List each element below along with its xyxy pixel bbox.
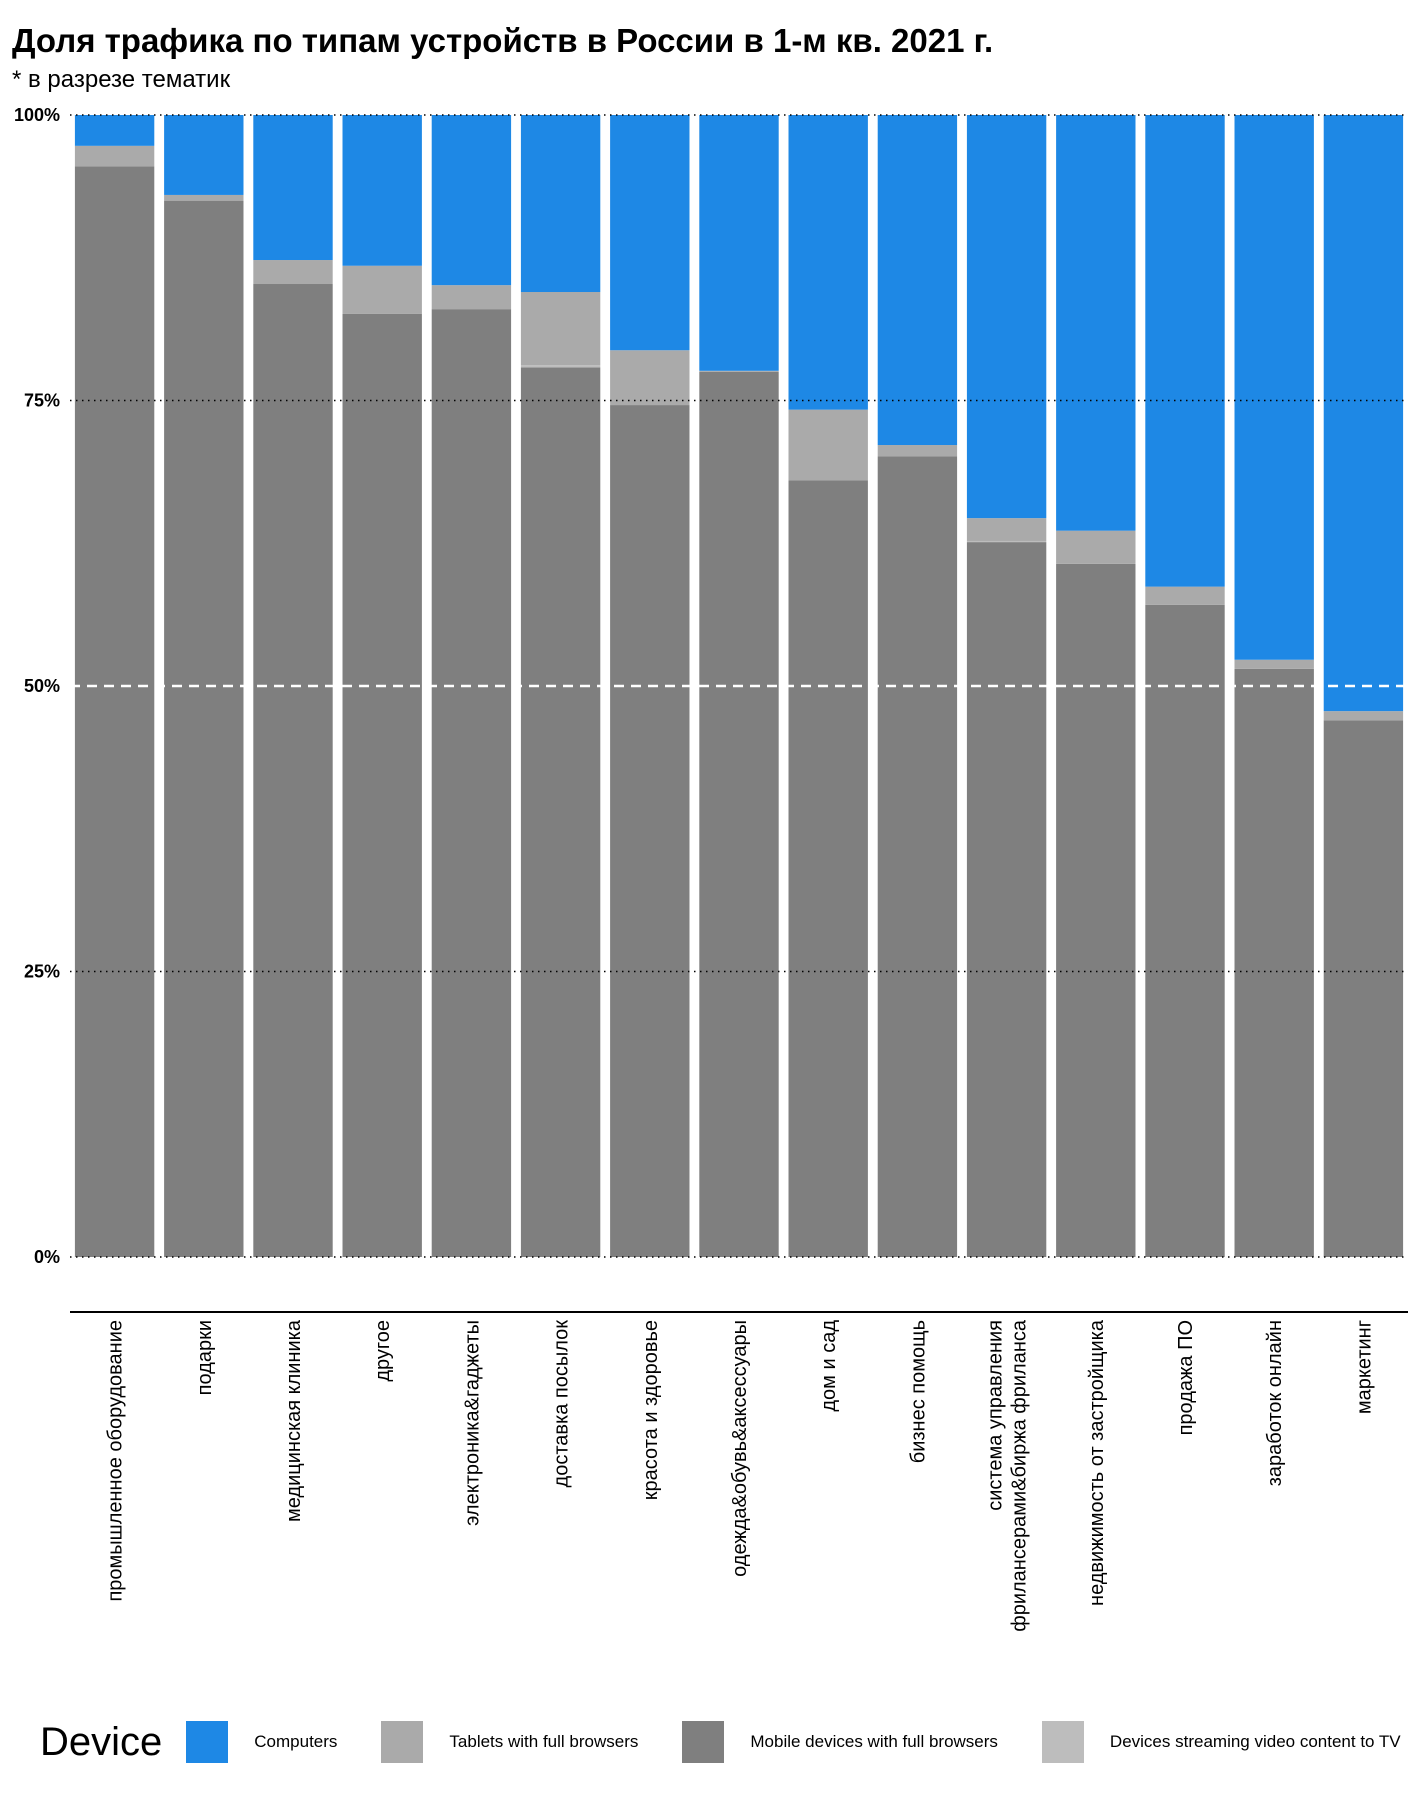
- bar-segment-4-2: [431, 285, 512, 310]
- bar-segment-14-0: [1323, 720, 1404, 1257]
- legend-label-tv: Devices streaming video content to TV: [1109, 1732, 1401, 1751]
- bar-segment-7-0: [699, 371, 779, 1257]
- x-tick-label-1: подарки: [194, 1320, 216, 1395]
- bar-segment-4-3: [431, 115, 512, 286]
- bar-segment-6-2: [610, 350, 690, 406]
- x-tick-label-14: маркетинг: [1353, 1320, 1375, 1414]
- bar-segment-5-0: [520, 367, 601, 1258]
- x-tick-label-4: электроника&гаджеты: [461, 1320, 483, 1526]
- x-tick-label-12: продажа ПО: [1175, 1320, 1197, 1435]
- chart-subtitle: * в разрезе тематик: [12, 66, 231, 93]
- bar-segment-14-2: [1323, 711, 1404, 721]
- legend-label-tablets: Tablets with full browsers: [449, 1732, 639, 1751]
- bar-segment-0-0: [74, 166, 155, 1257]
- x-tick-label-6: красота и здоровье: [640, 1320, 662, 1500]
- bar-segment-0-3: [74, 115, 155, 146]
- bar-segment-8-2: [788, 409, 868, 481]
- legend-swatch-tablets: [381, 1721, 424, 1763]
- bar-segment-3-0: [342, 313, 422, 1257]
- bar-segment-1-2: [164, 194, 244, 201]
- bar-segment-7-3: [699, 115, 779, 371]
- legend-item-mobile: Mobile devices with full browsers: [682, 1721, 1032, 1763]
- legend-item-tablets: Tablets with full browsers: [381, 1721, 672, 1763]
- bar-segment-13-2: [1234, 659, 1314, 669]
- y-tick-label-2: 50%: [24, 676, 60, 696]
- y-tick-label-1: 25%: [24, 962, 60, 982]
- bar-segment-3-2: [342, 265, 422, 314]
- bar-segment-14-3: [1323, 115, 1404, 712]
- bar-segment-8-3: [788, 115, 868, 410]
- bar-segment-6-3: [610, 115, 690, 351]
- y-tick-label-4: 100%: [14, 105, 60, 125]
- legend-title: Device: [40, 1719, 163, 1764]
- bar-segment-10-3: [966, 115, 1047, 519]
- bar-segment-10-1: [966, 540, 1047, 543]
- bar-segment-5-1: [520, 365, 601, 368]
- bar-segment-0-2: [74, 145, 155, 167]
- stacked-bar-chart: 0% 25% 50% 75% 100% промышленное оборудование…: [14, 105, 1408, 1632]
- legend-label-computers: Computers: [254, 1732, 338, 1751]
- legend-item-tv: Devices streaming video content to TV: [1041, 1721, 1418, 1763]
- x-tick-label-3: другое: [372, 1320, 394, 1382]
- legend: Device Computers Tablets with full brows…: [40, 1718, 1418, 1766]
- y-tick-label-0: 0%: [34, 1247, 60, 1267]
- x-tick-label-13: заработок онлайн: [1264, 1320, 1286, 1486]
- bar-segment-8-0: [788, 480, 868, 1257]
- bar-segment-6-0: [610, 405, 690, 1257]
- x-tick-label-11: недвижимость от застройщика: [1086, 1319, 1108, 1606]
- x-tick-label-0: промышленное оборудование: [105, 1320, 127, 1602]
- bar-segment-12-0: [1145, 604, 1225, 1257]
- legend-swatch-tv: [1041, 1721, 1084, 1763]
- bar-segment-10-2: [966, 518, 1047, 541]
- bar-segment-9-0: [877, 456, 958, 1257]
- legend-item-computers: Computers: [186, 1721, 371, 1763]
- bar-segment-12-3: [1145, 115, 1225, 587]
- bar-segment-5-3: [520, 115, 601, 293]
- bar-segment-9-3: [877, 115, 958, 446]
- x-tick-label-7: одежда&обувь&аксессуары: [729, 1320, 751, 1577]
- x-tick-label-5: доставка посылок: [551, 1320, 573, 1488]
- bar-segment-3-3: [342, 115, 422, 266]
- bar-segment-7-2: [699, 370, 779, 372]
- x-tick-label-10: система управления фрилансерами&биржа фри…: [985, 1319, 1031, 1632]
- bar-segment-1-3: [164, 115, 244, 195]
- bar-segment-2-2: [253, 260, 333, 285]
- legend-label-mobile: Mobile devices with full browsers: [750, 1732, 998, 1751]
- legend-swatch-computers: [186, 1721, 229, 1763]
- bar-segment-10-0: [966, 542, 1047, 1257]
- bar-segment-11-0: [1056, 563, 1136, 1257]
- x-tick-label-8: дом и сад: [818, 1320, 840, 1412]
- bar-segment-11-3: [1056, 115, 1136, 531]
- bar-segment-9-2: [877, 445, 958, 457]
- bar-segment-2-0: [253, 284, 333, 1257]
- bar-segment-11-2: [1056, 530, 1136, 564]
- chart-title: Доля трафика по типам устройств в России…: [12, 22, 994, 59]
- y-tick-label-3: 75%: [24, 391, 60, 411]
- x-tick-label-2: медицинская клиника: [283, 1319, 305, 1522]
- bar-segment-1-0: [164, 200, 244, 1257]
- x-tick-label-9: бизнес помощь: [907, 1320, 929, 1463]
- legend-swatch-mobile: [682, 1721, 725, 1763]
- bar-segment-13-0: [1234, 668, 1314, 1257]
- bar-segment-13-3: [1234, 115, 1314, 660]
- bar-segment-12-2: [1145, 586, 1225, 605]
- bar-segment-2-3: [253, 115, 333, 261]
- bar-segment-4-0: [431, 309, 512, 1257]
- bar-segment-5-2: [520, 292, 601, 366]
